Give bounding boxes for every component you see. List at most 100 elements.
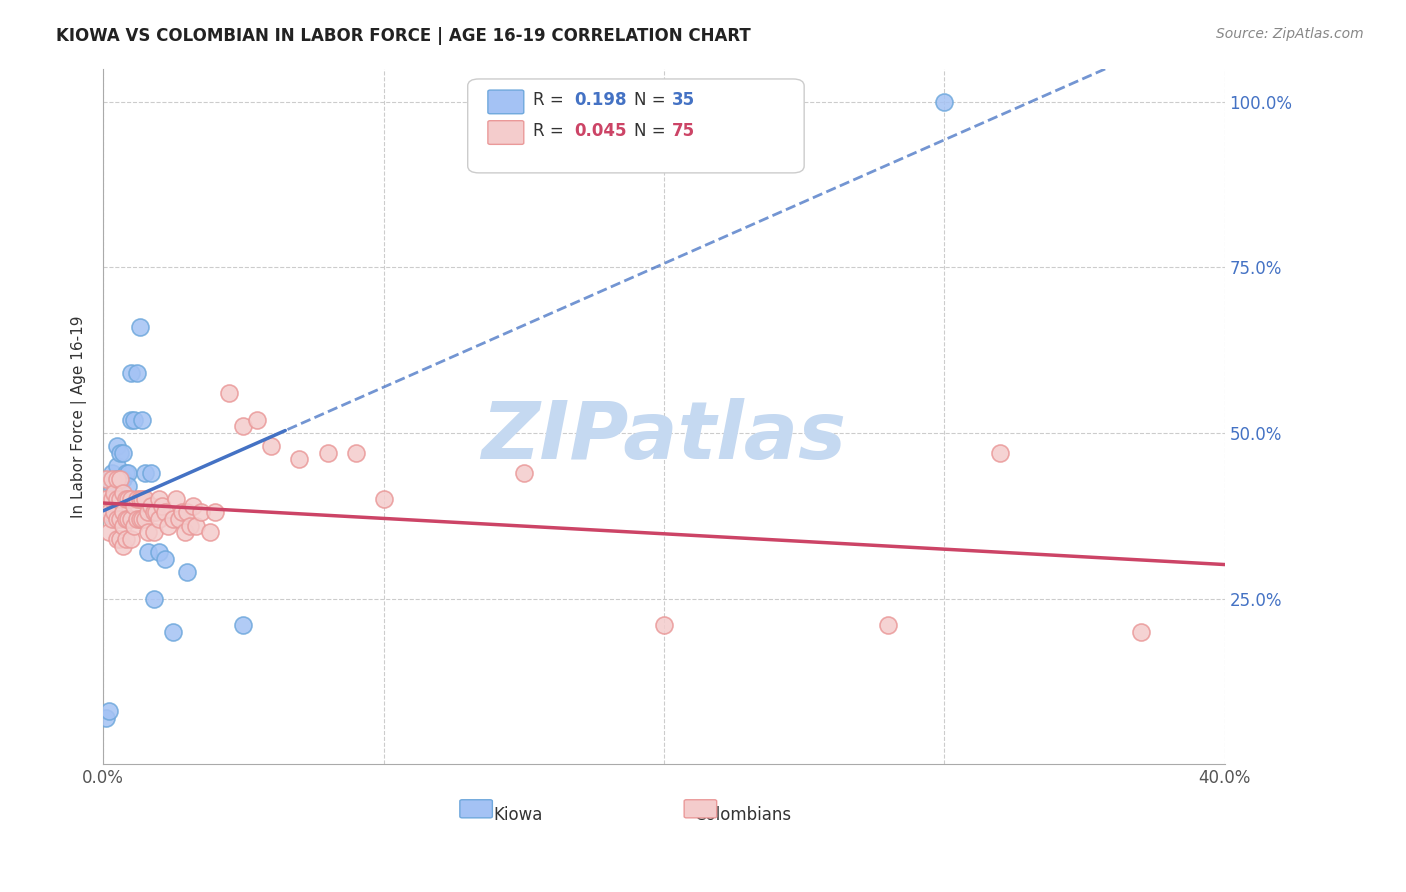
Text: R =: R =	[533, 91, 569, 109]
Text: R =: R =	[533, 122, 569, 140]
Point	[105, 439, 128, 453]
Point	[108, 512, 131, 526]
Point	[103, 512, 125, 526]
Point	[134, 492, 156, 507]
Text: KIOWA VS COLOMBIAN IN LABOR FORCE | AGE 16-19 CORRELATION CHART: KIOWA VS COLOMBIAN IN LABOR FORCE | AGE …	[56, 27, 751, 45]
Point	[128, 512, 150, 526]
Point	[120, 532, 142, 546]
Point	[134, 466, 156, 480]
Point	[198, 525, 221, 540]
Point	[139, 499, 162, 513]
Point	[246, 413, 269, 427]
Point	[111, 518, 134, 533]
Point	[142, 506, 165, 520]
Point	[108, 472, 131, 486]
Point	[94, 711, 117, 725]
Point	[122, 413, 145, 427]
Point	[131, 492, 153, 507]
Point	[125, 492, 148, 507]
Point	[117, 479, 139, 493]
Point	[105, 472, 128, 486]
Point	[117, 492, 139, 507]
Point	[125, 367, 148, 381]
Point	[179, 518, 201, 533]
Point	[204, 506, 226, 520]
Point	[120, 367, 142, 381]
Text: N =: N =	[634, 122, 671, 140]
Point	[100, 512, 122, 526]
Point	[108, 492, 131, 507]
Point	[97, 704, 120, 718]
Point	[108, 492, 131, 507]
Text: 75: 75	[672, 122, 695, 140]
Point	[120, 413, 142, 427]
Y-axis label: In Labor Force | Age 16-19: In Labor Force | Age 16-19	[72, 315, 87, 517]
Point	[153, 506, 176, 520]
Point	[162, 512, 184, 526]
Point	[94, 472, 117, 486]
Point	[148, 545, 170, 559]
Point	[114, 532, 136, 546]
Point	[122, 499, 145, 513]
Text: 35: 35	[672, 91, 695, 109]
Text: ZIPatlas: ZIPatlas	[481, 398, 846, 476]
Text: Source: ZipAtlas.com: Source: ZipAtlas.com	[1216, 27, 1364, 41]
Point	[170, 506, 193, 520]
Point	[990, 446, 1012, 460]
Point	[125, 512, 148, 526]
Point	[111, 506, 134, 520]
Point	[105, 472, 128, 486]
Point	[128, 320, 150, 334]
FancyBboxPatch shape	[488, 120, 524, 145]
Point	[136, 525, 159, 540]
Point	[218, 386, 240, 401]
Text: 0.198: 0.198	[574, 91, 627, 109]
Point	[114, 492, 136, 507]
Text: Colombians: Colombians	[695, 806, 792, 824]
Point	[103, 506, 125, 520]
Point	[344, 446, 367, 460]
Point	[145, 506, 167, 520]
Point	[162, 624, 184, 639]
Point	[111, 446, 134, 460]
Point	[108, 532, 131, 546]
Point	[148, 492, 170, 507]
Point	[128, 492, 150, 507]
Point	[232, 419, 254, 434]
Point	[111, 472, 134, 486]
Point	[100, 479, 122, 493]
Point	[103, 485, 125, 500]
Point	[97, 525, 120, 540]
Point	[1129, 624, 1152, 639]
Point	[108, 446, 131, 460]
Point	[105, 492, 128, 507]
Point	[105, 532, 128, 546]
Point	[181, 499, 204, 513]
Point	[136, 545, 159, 559]
Point	[167, 512, 190, 526]
Point	[131, 512, 153, 526]
Point	[142, 525, 165, 540]
Point	[316, 446, 339, 460]
Point	[288, 452, 311, 467]
Point	[105, 492, 128, 507]
Point	[176, 565, 198, 579]
Point	[373, 492, 395, 507]
Point	[105, 459, 128, 474]
Point	[111, 539, 134, 553]
Point	[97, 506, 120, 520]
Point	[131, 413, 153, 427]
Point	[148, 512, 170, 526]
Point	[513, 466, 536, 480]
Point	[103, 472, 125, 486]
Point	[184, 518, 207, 533]
Point	[117, 466, 139, 480]
Point	[117, 512, 139, 526]
FancyBboxPatch shape	[460, 800, 492, 818]
Point	[652, 618, 675, 632]
FancyBboxPatch shape	[468, 79, 804, 173]
Point	[142, 591, 165, 606]
Text: Kiowa: Kiowa	[494, 806, 543, 824]
Point	[232, 618, 254, 632]
Point	[100, 492, 122, 507]
